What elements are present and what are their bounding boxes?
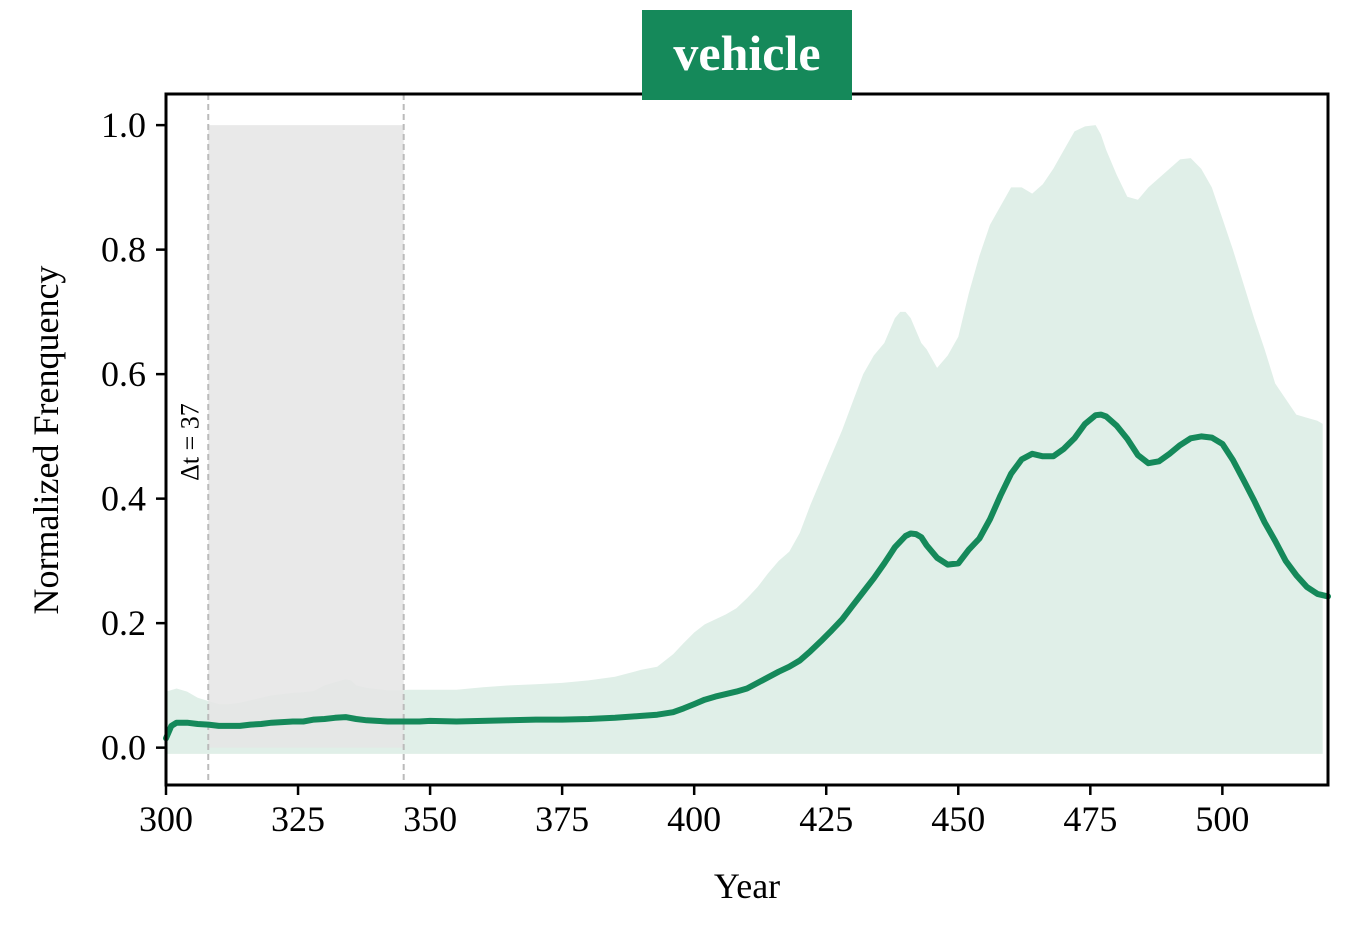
y-tick-label: 0.2 (101, 603, 146, 643)
confidence-band (166, 125, 1323, 754)
x-tick-label: 375 (535, 799, 589, 839)
y-tick-label: 0.0 (101, 728, 146, 768)
x-tick-label: 450 (931, 799, 985, 839)
window-region (208, 125, 404, 748)
y-tick-label: 0.8 (101, 230, 146, 270)
chart-title: vehicle (673, 25, 820, 81)
mean-line (163, 411, 1331, 742)
y-tick-label: 1.0 (101, 105, 146, 145)
y-axis-label: Normalized Frenquency (26, 266, 66, 615)
x-axis-label: Year (714, 866, 780, 906)
plot-layer: Δt = 37 (163, 94, 1331, 785)
window-label: Δt = 37 (175, 403, 204, 481)
x-tick-label: 400 (667, 799, 721, 839)
x-tick-label: 300 (139, 799, 193, 839)
y-tick-label: 0.6 (101, 354, 146, 394)
x-tick-label: 500 (1195, 799, 1249, 839)
x-tick-label: 475 (1063, 799, 1117, 839)
x-tick-label: 425 (799, 799, 853, 839)
chart-title-box: vehicle (642, 10, 852, 100)
x-tick-label: 325 (271, 799, 325, 839)
chart-title-background (642, 10, 852, 100)
ticks-layer: 300 325 350 375 400 425 450 475 500 0.0 0.2 0.4 0.6 0… (101, 105, 1249, 839)
y-tick-label: 0.4 (101, 479, 146, 519)
x-tick-label: 350 (403, 799, 457, 839)
